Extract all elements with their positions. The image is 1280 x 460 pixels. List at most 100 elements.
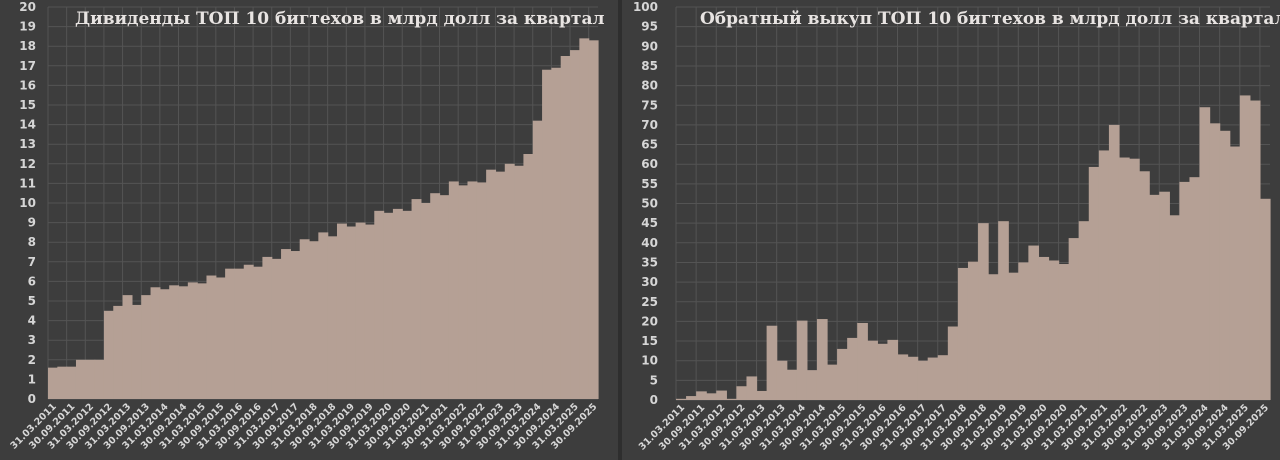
bar [150,287,161,399]
y-tick-label: 12 [19,157,36,171]
y-tick-label: 100 [633,0,658,14]
bar [786,369,798,400]
bar [1108,124,1120,401]
bar [1048,260,1060,400]
bar [756,390,768,400]
bar [281,249,291,399]
bar [1098,150,1110,400]
bar [716,390,727,400]
bar [514,165,525,399]
bar [917,360,929,400]
y-tick-label: 0 [28,392,36,406]
bar [967,261,979,400]
chart-divider [618,0,622,460]
bar [927,357,939,400]
y-tick-label: 50 [641,197,658,211]
dividends-chart: 0123456789101112131415161718192031.03.20… [9,0,605,452]
bar [215,277,226,399]
y-tick-label: 15 [641,334,658,348]
y-tick-label: 40 [641,236,658,250]
y-tick-label: 6 [28,274,36,288]
bar [48,367,58,399]
y-tick-label: 25 [641,295,658,309]
bar [346,226,357,399]
bar [686,396,697,400]
bar [402,210,413,399]
bar [299,239,310,399]
y-tick-label: 5 [650,373,658,387]
buyback-chart: 0 5 10 15 20 25 30 35 40 45 50 55 60 65 70 75 80 85 90 95 10… [633,0,1280,453]
y-tick-label: 19 [19,20,36,34]
bar [1259,198,1271,400]
bar [1118,157,1130,400]
bar [327,236,338,399]
y-tick-label: 5 [28,294,36,308]
bar [122,295,133,399]
bar [877,343,889,400]
bar [1008,272,1019,400]
y-tick-label: 10 [19,196,36,210]
bar [766,325,778,400]
bar [374,210,385,399]
bar [776,360,788,400]
bar [85,359,96,399]
bar [1028,245,1040,400]
bar [736,386,748,400]
y-tick-label: 55 [641,177,658,191]
bar [103,310,114,399]
y-tick-label: 13 [19,137,36,151]
bar [696,391,707,400]
bar [579,38,590,400]
bar [998,221,1009,400]
y-tick-label: 20 [19,0,36,14]
y-tick-label: 2 [28,353,36,367]
y-tick-label: 9 [28,216,36,230]
bar [796,320,808,400]
y-tick-label: 7 [28,255,36,269]
bar [1169,215,1180,400]
bar [318,232,329,399]
bar [1189,177,1201,400]
bar [131,304,142,399]
bar [253,266,264,399]
bar [439,195,450,399]
bar [187,282,198,399]
bar [857,322,868,400]
bar [1068,238,1080,400]
bar [262,256,273,399]
bar [113,305,124,399]
y-tick-label: 45 [641,216,658,230]
y-tick-label: 65 [641,138,658,152]
bar [978,223,989,400]
bar [746,376,758,400]
y-tick-label: 85 [641,59,658,73]
bar [225,268,236,399]
bar [907,356,919,400]
y-tick-label: 8 [28,235,36,249]
bar [169,285,180,399]
y-tick-label: 0 [650,393,658,407]
bar [504,163,515,399]
bar [837,348,848,400]
y-tick-label: 14 [19,118,36,132]
bar [542,69,552,399]
bar [957,267,969,400]
y-tick-label: 70 [641,118,658,132]
bar [897,354,909,400]
bar [309,241,319,399]
bar [726,398,738,400]
y-tick-label: 30 [641,275,658,289]
bar [1129,158,1140,400]
bar [1058,264,1070,400]
bar [588,40,599,399]
y-tick-label: 10 [641,354,658,368]
bar [806,370,818,400]
bar [94,359,105,399]
bar [420,203,431,399]
y-tick-label: 60 [641,157,658,171]
bar [75,359,86,399]
bar [1199,107,1211,400]
bar [1209,123,1221,400]
bar [290,251,301,399]
